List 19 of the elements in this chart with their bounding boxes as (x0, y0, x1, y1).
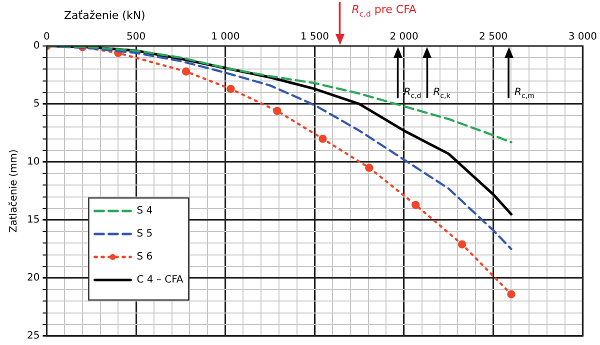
y-tick-label: 20 (26, 272, 40, 284)
legend-label: C 4 – CFA (136, 274, 184, 286)
y-axis-title: Zatlačenie (mm) (8, 149, 20, 233)
x-tick-label: 1 000 (211, 32, 240, 43)
legend-label: S 6 (136, 252, 153, 263)
x-tick-label: 2 000 (390, 32, 418, 43)
y-tick-label: 10 (26, 156, 40, 168)
y-tick-label: 5 (33, 98, 40, 110)
x-axis-title: Zaťaženie (kN) (64, 9, 146, 22)
x-tick-label: 1 500 (300, 32, 330, 43)
x-tick-label: 500 (126, 32, 146, 43)
y-tick-label: 25 (26, 330, 40, 342)
legend-label: S 4 (136, 206, 153, 217)
y-tick-label: 15 (26, 214, 40, 226)
x-tick-label: 3 000 (568, 32, 598, 43)
x-tick-label: 0 (44, 32, 50, 43)
y-tick-label: 0 (33, 40, 40, 52)
legend-label: S 5 (136, 228, 153, 240)
x-tick-label: 2 500 (479, 32, 508, 43)
